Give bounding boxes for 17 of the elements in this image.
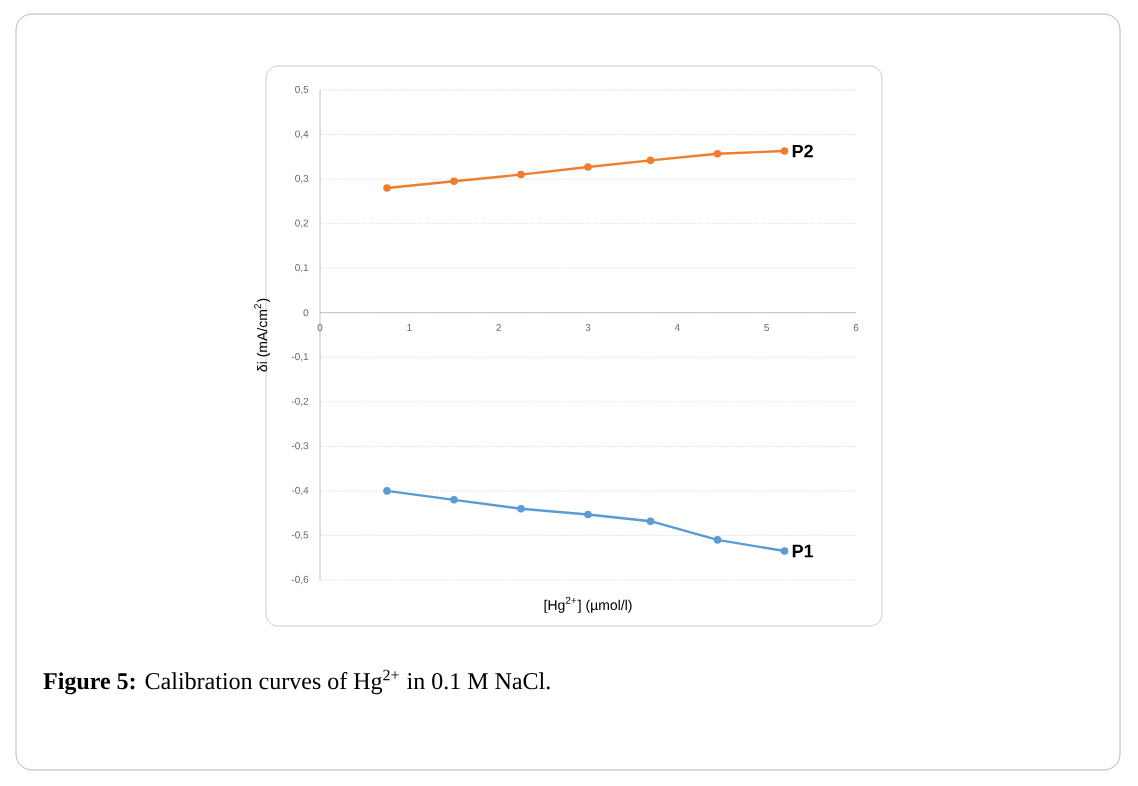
point (517, 170, 525, 179)
point (450, 177, 458, 186)
point (383, 184, 391, 192)
point (517, 504, 525, 513)
point (383, 487, 391, 495)
point (713, 536, 722, 544)
point (646, 156, 655, 165)
text: Figure 5: Calibration curves of Hg$^{2+}$ in 0.1 M NaCl. (43, 669, 550, 695)
point (713, 149, 722, 158)
point (780, 147, 789, 155)
point (450, 496, 458, 504)
point (584, 163, 592, 171)
point (780, 547, 789, 555)
point (646, 517, 655, 525)
series-label: P2 (792, 144, 813, 158)
series-label: P1 (792, 544, 814, 558)
point (584, 510, 592, 519)
